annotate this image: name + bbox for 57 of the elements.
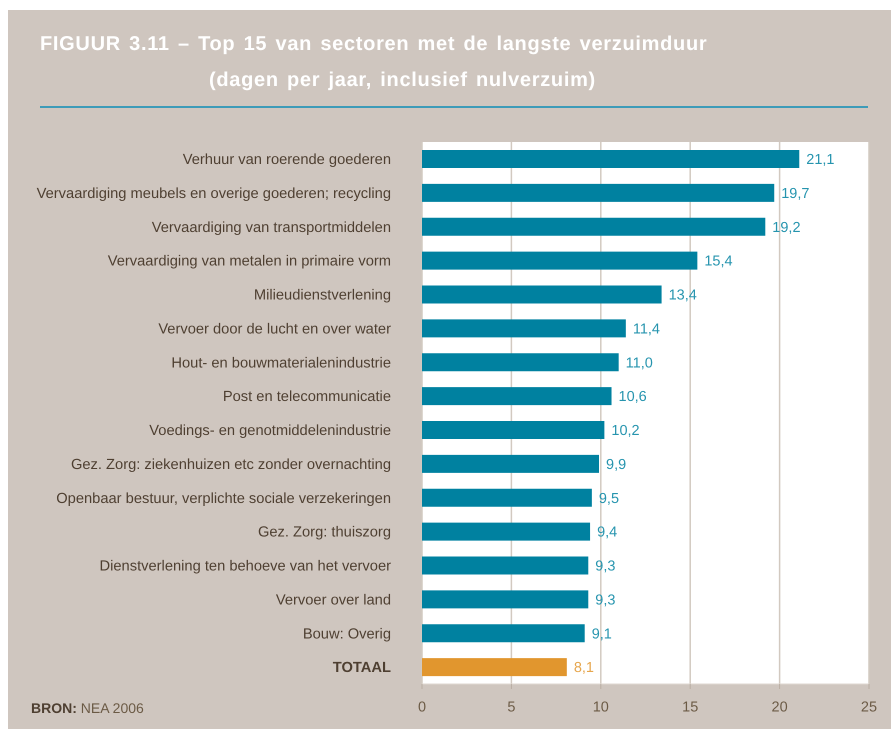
data-label: 8,1 [574, 660, 594, 676]
bar [422, 590, 588, 608]
bar [422, 319, 626, 338]
bar [422, 624, 585, 642]
data-label: 9,3 [595, 558, 616, 575]
y-tick-label: Vervaardiging meubels en overige goederen; recycling [36, 186, 391, 202]
data-label: 13,4 [668, 288, 697, 304]
y-tick-label: Vervoer over land [276, 592, 391, 608]
bar [422, 488, 592, 507]
bar [422, 556, 588, 574]
data-label: 9,5 [598, 490, 620, 507]
y-tick-label: Verhuur van roerende goederen [182, 152, 391, 168]
data-label: 10,2 [611, 423, 640, 440]
y-tick-label: Hout- en bouwmaterialenindustrie [171, 355, 391, 372]
x-tick-label: 20 [772, 699, 788, 716]
y-tick-label: Gez. Zorg: thuiszorg [258, 524, 391, 541]
y-tick-label: Vervaardiging van transportmiddelen [152, 220, 391, 236]
bar [422, 286, 662, 304]
x-tick-label: 25 [860, 699, 878, 716]
y-tick-label: Openbaar bestuur, verplichte sociale verzekeringen [56, 490, 391, 507]
data-label: 21,1 [806, 152, 834, 168]
bar [422, 184, 774, 202]
data-label: 9,4 [597, 524, 618, 541]
data-label: 11,4 [632, 321, 660, 338]
data-label: 15,4 [704, 254, 733, 270]
y-tick-label: Vervaardiging van metalen in primaire vorm [108, 254, 391, 270]
y-tick-label: Gez. Zorg: ziekenhuizen etc zonder overnachting [70, 456, 391, 473]
data-label: 9,3 [595, 592, 616, 608]
y-tick-label: TOTAAL [332, 660, 392, 676]
bar [422, 522, 590, 541]
x-tick-label: 0 [418, 699, 426, 716]
chart-subtitle: (dagen per jaar, inclusief nulverzuim) [209, 68, 596, 92]
data-label: 19,7 [781, 186, 810, 202]
y-tick-label: Dienstverlening ten behoeve van het vervoer [100, 558, 392, 575]
data-label: 9,9 [606, 456, 626, 473]
text: BRON: NEA 2006 [31, 699, 144, 717]
bar [422, 252, 698, 270]
bar [422, 387, 612, 406]
y-tick-label: Bouw: Overig [302, 626, 391, 642]
bar [422, 658, 567, 676]
data-label: 19,2 [772, 220, 801, 236]
bar [422, 454, 600, 473]
x-tick-label: 5 [507, 699, 516, 716]
data-label: 11,0 [626, 355, 653, 372]
bar [422, 421, 604, 439]
bar [422, 218, 766, 236]
y-tick-label: Voedings- en genotmiddelenindustrie [149, 423, 391, 440]
x-tick-label: 15 [682, 699, 698, 716]
y-tick-label: Post en telecommunicatie [222, 389, 391, 406]
bar [422, 150, 800, 168]
chart-title: FIGUUR 3.11 – Top 15 van sectoren met de langste verzuimduur [40, 32, 708, 56]
x-tick-label: 10 [592, 699, 609, 716]
data-label: 9,1 [592, 626, 612, 642]
bar [422, 353, 619, 372]
data-label: 10,6 [618, 389, 647, 406]
y-tick-label: Vervoer door de lucht en over water [158, 321, 392, 338]
y-tick-label: Milieudienstverlening [254, 288, 391, 304]
